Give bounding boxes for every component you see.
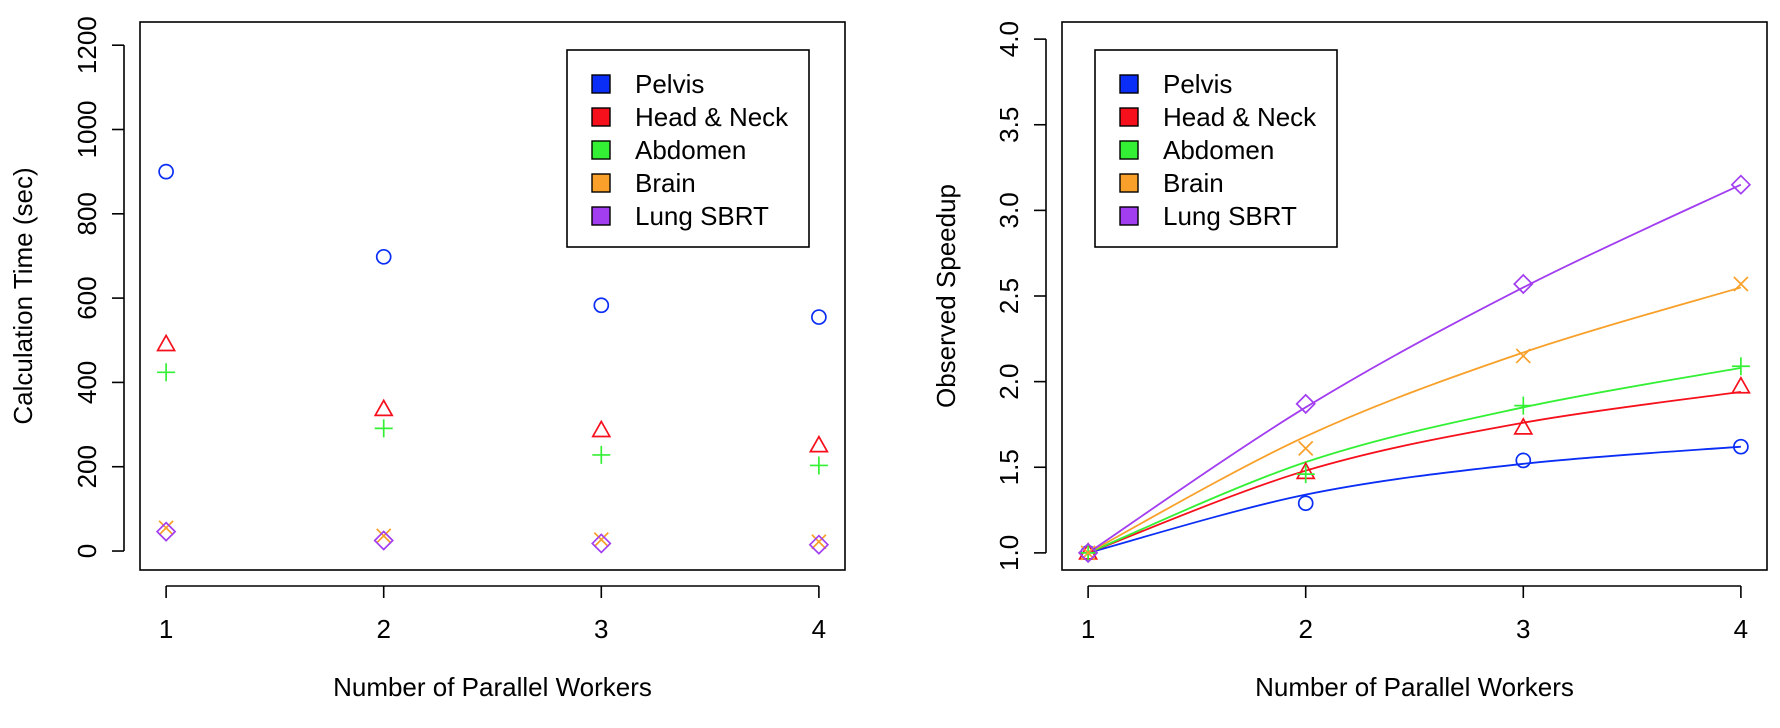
- plot-frame: [1061, 21, 1768, 571]
- data-point-head-neck: [591, 419, 612, 438]
- panel-calculation-time: 1 2 3 4 Number of Parallel Workers 0 200 400 600…: [8, 16, 846, 702]
- x-tick-label: 1: [159, 614, 173, 644]
- data-point-head-neck: [1513, 417, 1534, 435]
- data-point-brain: [376, 528, 392, 544]
- y-tick-label: 2.0: [994, 364, 1024, 400]
- x-axis-title: Number of Parallel Workers: [333, 672, 652, 702]
- legend-label: Abdomen: [1163, 135, 1274, 165]
- data-point-head-neck: [808, 434, 829, 453]
- data-point-lung-sbrt: [1077, 542, 1099, 564]
- data-point-pelvis: [375, 248, 392, 265]
- data-point-lung-sbrt: [808, 534, 830, 555]
- data-point-pelvis: [811, 309, 827, 325]
- x-axis-title: Number of Parallel Workers: [1255, 672, 1574, 702]
- legend-label: Brain: [1163, 168, 1224, 198]
- data-point-abdomen: [592, 445, 611, 464]
- data-point-brain: [1515, 348, 1531, 364]
- data-point-abdomen: [374, 419, 393, 438]
- y-tick-label: 3.0: [994, 192, 1024, 228]
- data-point-brain: [593, 532, 609, 548]
- y-tick-label: 1.5: [994, 449, 1024, 485]
- y-tick-label: 1200: [72, 16, 102, 74]
- y-tick-label: 0: [72, 544, 102, 558]
- legend-swatch: [591, 140, 611, 160]
- data-point-head-neck: [156, 333, 177, 352]
- data-point-brain: [1298, 440, 1314, 457]
- legend-swatch: [591, 206, 611, 226]
- y-axis-title: Calculation Time (sec): [8, 167, 38, 424]
- legend-swatch: [1119, 206, 1139, 226]
- y-axis-title: Observed Speedup: [931, 184, 961, 408]
- data-point-head-neck: [373, 398, 394, 417]
- data-point-lung-sbrt: [1513, 273, 1534, 295]
- y-tick-label: 2.5: [994, 278, 1024, 314]
- data-point-pelvis: [1733, 438, 1749, 455]
- data-point-pelvis: [158, 163, 174, 180]
- y-tick-label: 200: [72, 445, 102, 488]
- data-point-brain: [1733, 276, 1749, 292]
- y-tick-label: 4.0: [994, 21, 1024, 57]
- fit-line-pelvis: [1087, 445, 1741, 554]
- data-point-head-neck: [1730, 376, 1751, 394]
- legend-label: Lung SBRT: [1163, 201, 1297, 231]
- data-point-brain: [811, 534, 827, 550]
- x-tick-label: 3: [594, 614, 608, 644]
- data-point-abdomen: [1514, 396, 1533, 415]
- legend-label: Pelvis: [635, 69, 704, 99]
- y-tick-label: 1.0: [994, 535, 1024, 571]
- data-point-lung-sbrt: [591, 533, 612, 554]
- legend-label: Head & Neck: [635, 102, 789, 132]
- x-tick-label: 3: [1516, 614, 1530, 644]
- fit-line-abdomen: [1087, 367, 1742, 554]
- legend-swatch: [591, 107, 611, 127]
- x-tick-label: 4: [812, 614, 826, 644]
- panel-observed-speedup: 1 2 3 4 Number of Parallel Workers 1.0 1.5 2.0 2…: [931, 21, 1768, 702]
- x-tick-label: 1: [1081, 614, 1095, 644]
- data-point-brain: [158, 520, 174, 536]
- legend-swatch: [1119, 173, 1139, 193]
- data-point-abdomen: [1731, 357, 1750, 376]
- x-tick-label: 4: [1734, 614, 1748, 644]
- x-tick-label: 2: [376, 614, 390, 644]
- x-tick-label: 2: [1298, 614, 1312, 644]
- legend-swatch: [1119, 140, 1139, 160]
- data-point-lung-sbrt: [373, 530, 394, 551]
- legend-swatch: [591, 74, 611, 94]
- data-point-lung-sbrt: [1730, 174, 1752, 195]
- data-point-pelvis: [593, 297, 610, 314]
- fit-line-lung-sbrt: [1087, 183, 1742, 554]
- legend-swatch: [591, 173, 611, 193]
- y-tick-label: 400: [72, 361, 102, 404]
- data-point-abdomen: [809, 456, 828, 475]
- plot-frame: [139, 21, 846, 571]
- fit-line-brain: [1087, 286, 1742, 554]
- legend-label: Abdomen: [635, 135, 746, 165]
- data-point-lung-sbrt: [1295, 393, 1316, 415]
- data-point-pelvis: [1297, 495, 1314, 512]
- legend-swatch: [1119, 107, 1139, 127]
- legend-swatch: [1119, 74, 1139, 94]
- data-point-pelvis: [1515, 452, 1532, 469]
- fit-line-head-neck: [1087, 391, 1742, 554]
- y-tick-label: 800: [72, 192, 102, 235]
- y-tick-label: 1000: [72, 101, 102, 159]
- legend-label: Pelvis: [1163, 69, 1232, 99]
- data-point-lung-sbrt: [155, 521, 177, 542]
- legend-label: Brain: [635, 168, 696, 198]
- legend-label: Lung SBRT: [635, 201, 769, 231]
- y-tick-label: 600: [72, 276, 102, 319]
- y-tick-label: 3.5: [994, 107, 1024, 143]
- data-point-abdomen: [1296, 465, 1315, 484]
- data-point-abdomen: [157, 363, 176, 382]
- legend-label: Head & Neck: [1163, 102, 1317, 132]
